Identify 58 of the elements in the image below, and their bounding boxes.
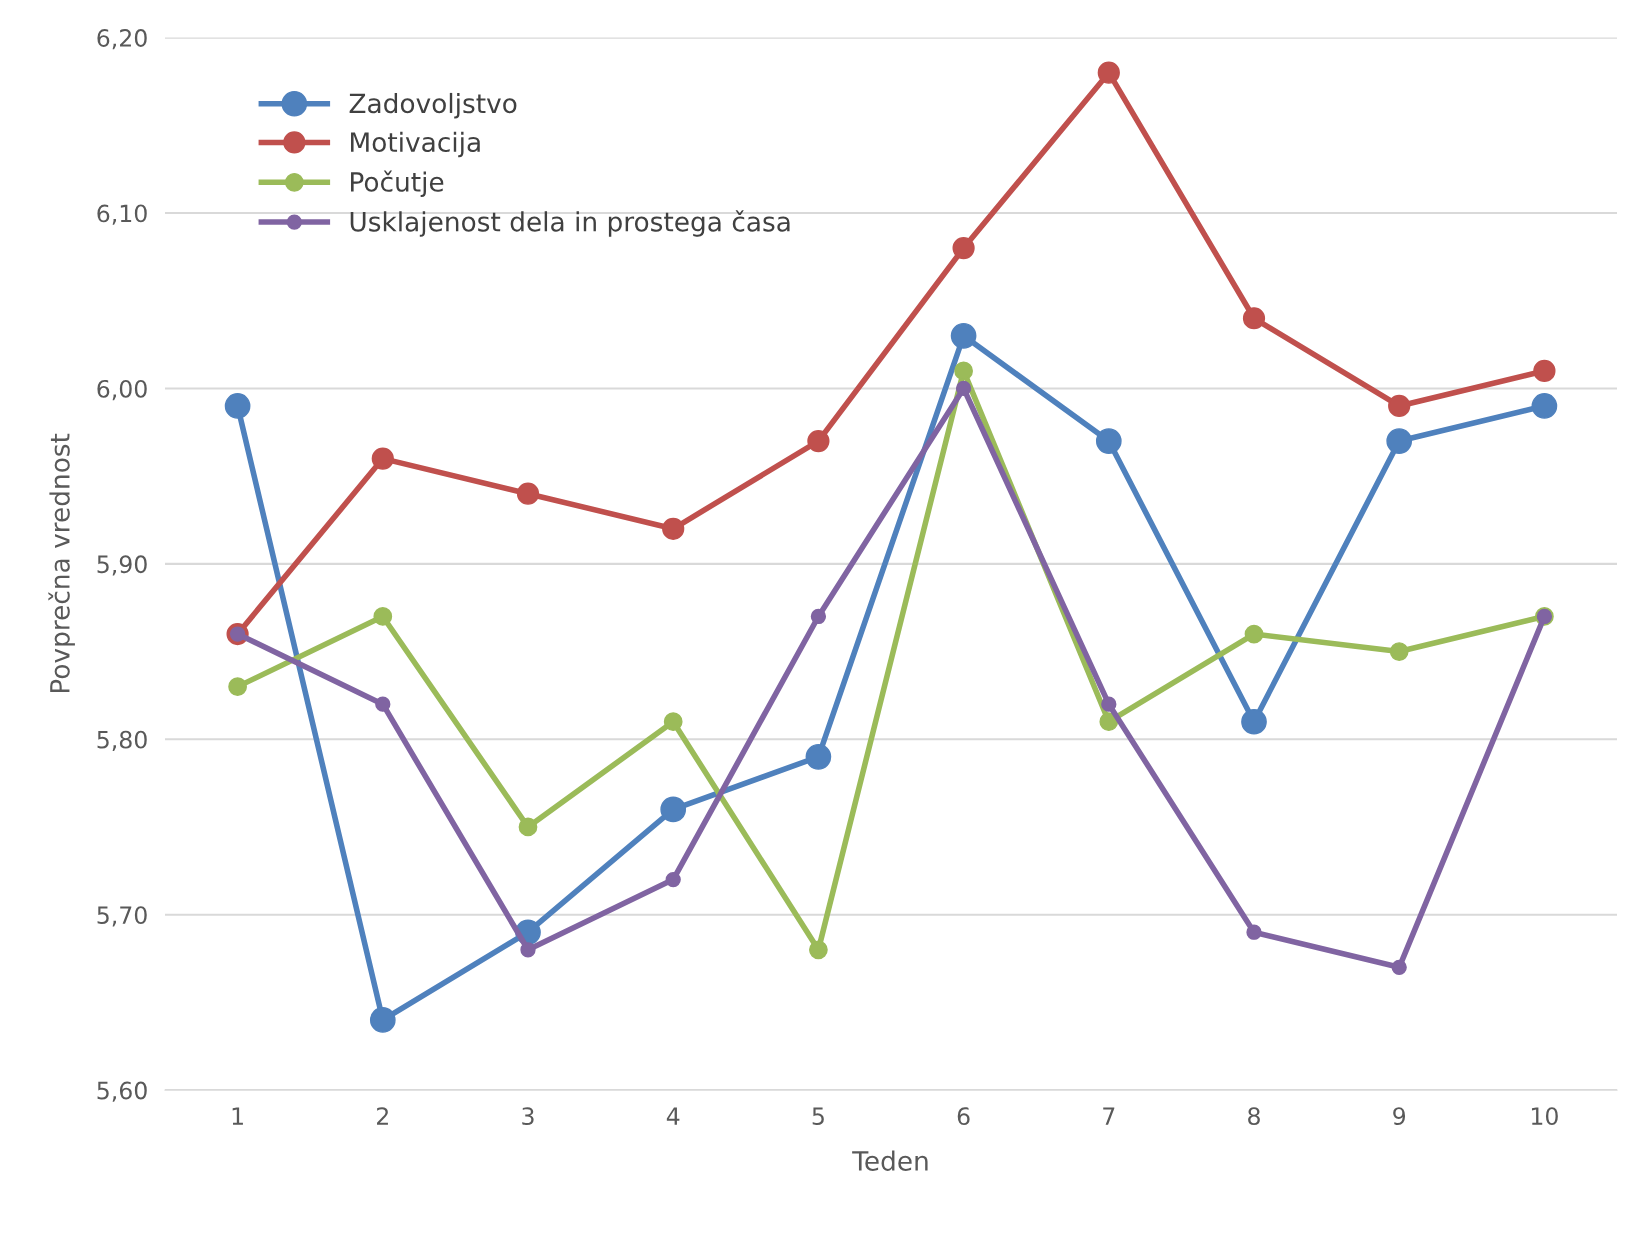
- point: [1097, 61, 1120, 84]
- point: [1101, 696, 1117, 712]
- point: [516, 482, 540, 505]
- point: [1099, 712, 1119, 732]
- legend-label: Zadovoljstvo: [349, 92, 517, 119]
- point: [1242, 307, 1266, 330]
- y-tick-label: 5,80: [97, 730, 147, 751]
- y-tick-label: 6,00: [97, 379, 147, 401]
- x-axis-title: Teden: [852, 1150, 928, 1171]
- point: [1531, 393, 1558, 419]
- y-tick-label: 5,70: [97, 906, 147, 927]
- x-tick-label: 8: [1248, 1107, 1260, 1126]
- point: [1386, 428, 1413, 454]
- point: [810, 608, 827, 625]
- x-tick-label: 5: [812, 1107, 824, 1126]
- point: [805, 743, 832, 770]
- point: [660, 796, 687, 823]
- x-tick-label: 1: [232, 1107, 243, 1125]
- point: [663, 712, 683, 732]
- point: [1389, 642, 1409, 661]
- y-axis-title: Povprečna vrednost: [48, 433, 75, 693]
- x-tick-label: 4: [666, 1107, 680, 1125]
- point: [518, 817, 538, 837]
- point: [1241, 708, 1267, 735]
- point: [373, 607, 393, 626]
- point: [952, 236, 975, 260]
- legend-label: Usklajenost dela in prostega časa: [350, 210, 790, 237]
- y-tick-label: 6,10: [97, 204, 147, 225]
- point: [375, 696, 391, 712]
- x-tick-label: 6: [957, 1107, 970, 1126]
- legend-label: Počutje: [351, 170, 444, 197]
- point: [224, 393, 251, 419]
- point: [950, 322, 977, 349]
- point: [369, 1007, 396, 1033]
- x-tick-label: 2: [377, 1107, 388, 1125]
- point: [371, 447, 394, 470]
- point: [662, 517, 685, 540]
- y-tick-label: 6,20: [97, 29, 147, 50]
- x-tick-label: 10: [1531, 1107, 1558, 1126]
- point: [1388, 394, 1411, 418]
- y-tick-label: 5,90: [97, 555, 147, 576]
- point: [1391, 959, 1407, 975]
- point: [1246, 924, 1262, 940]
- point: [665, 871, 681, 888]
- x-tick-label: 7: [1103, 1107, 1115, 1125]
- point: [228, 677, 247, 697]
- point: [1095, 428, 1122, 454]
- point: [1533, 359, 1556, 382]
- x-tick-label: 9: [1393, 1107, 1406, 1126]
- point: [955, 380, 972, 397]
- y-tick-label: 5,60: [97, 1081, 147, 1102]
- legend-label: Motivacija: [351, 131, 480, 158]
- point: [807, 429, 830, 453]
- point: [1244, 624, 1264, 644]
- point: [520, 942, 536, 958]
- point: [954, 361, 973, 381]
- x-tick-label: 3: [522, 1107, 534, 1126]
- point: [809, 940, 828, 960]
